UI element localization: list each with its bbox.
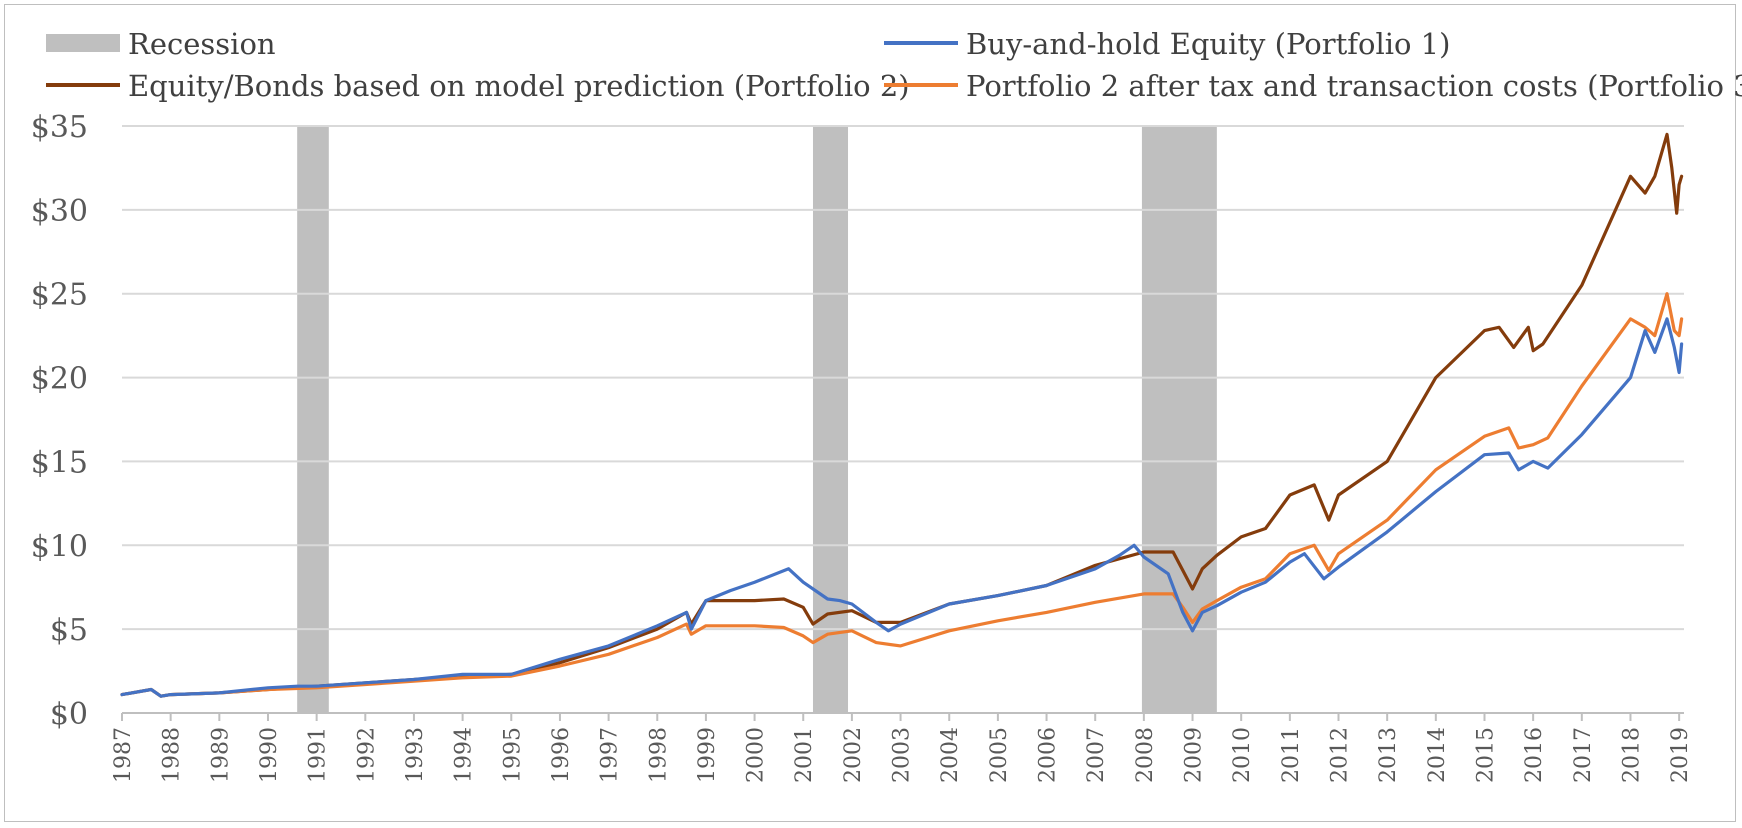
x-tick-label: 1989 (208, 727, 233, 783)
series-lines (120, 132, 1684, 698)
x-tick-label: 1991 (306, 727, 331, 783)
series-line-portfolio3 (120, 292, 1684, 698)
legend-recession-label: Recession (128, 27, 276, 61)
x-tick-label: 2009 (1182, 727, 1207, 783)
x-tick-label: 2017 (1571, 727, 1596, 783)
series-line-portfolio2 (120, 132, 1684, 698)
x-tick-label: 2000 (744, 727, 769, 783)
y-tick-label: $5 (50, 613, 88, 648)
y-tick-label: $20 (31, 362, 88, 397)
y-tick-label: $10 (31, 529, 88, 564)
x-tick-label: 2013 (1376, 727, 1401, 783)
x-tick-label: 1996 (549, 727, 574, 783)
x-tick-label: 2003 (890, 727, 915, 783)
x-tick-label: 1999 (695, 727, 720, 783)
x-tick-label: 2014 (1425, 727, 1450, 783)
x-tick-label: 2004 (938, 727, 963, 783)
x-tick-label: 1987 (111, 727, 136, 783)
y-tick-label: $0 (50, 697, 88, 732)
x-tick-label: 2010 (1230, 727, 1255, 783)
x-tick-label: 1994 (452, 727, 477, 783)
y-tick-label: $25 (31, 278, 88, 313)
x-tick-label: 2007 (1084, 727, 1109, 783)
x-tick-label: 1993 (403, 727, 428, 783)
x-tick-label: 1988 (160, 727, 185, 783)
recession-band (812, 126, 849, 713)
x-tick-label: 2006 (1036, 727, 1061, 783)
series-line-portfolio1 (120, 317, 1684, 698)
x-tick-label: 1998 (646, 727, 671, 783)
x-tick-label: 2018 (1619, 727, 1644, 783)
recession-band (297, 126, 329, 713)
axes: $0 $5 $10 $15 $20 $25 $30 $35 1987 1988 1989 1990 19… (31, 110, 1693, 783)
x-tick-label: 2012 (1328, 727, 1353, 783)
recession-band (1141, 126, 1217, 713)
x-tick-label: 2008 (1133, 727, 1158, 783)
x-tick-label: 1992 (354, 727, 379, 783)
x-tick-label: 2011 (1279, 727, 1304, 783)
x-tick-label: 2016 (1522, 727, 1547, 783)
legend-recession-swatch (46, 34, 120, 52)
legend-portfolio2-label: Equity/Bonds based on model prediction (… (128, 69, 910, 103)
legend-portfolio1-label: Buy-and-hold Equity (Portfolio 1) (966, 27, 1450, 61)
x-tick-label: 1997 (598, 727, 623, 783)
legend: Recession Buy-and-hold Equity (Portfolio… (46, 27, 1742, 103)
x-tick-label: 2015 (1473, 727, 1498, 783)
x-tick-label: 2002 (841, 727, 866, 783)
x-tick-label: 2019 (1668, 727, 1693, 783)
x-tick-label: 1990 (257, 727, 282, 783)
x-tick-label: 2001 (792, 727, 817, 783)
grid-lines (122, 125, 1684, 631)
y-tick-label: $30 (31, 194, 88, 229)
y-tick-label: $15 (31, 445, 88, 480)
recession-bands (297, 126, 1217, 713)
y-tick-label: $35 (31, 110, 88, 145)
legend-portfolio3-label: Portfolio 2 after tax and transaction co… (966, 69, 1742, 103)
x-tick-label: 1995 (500, 727, 525, 783)
x-tick-label: 2005 (987, 727, 1012, 783)
